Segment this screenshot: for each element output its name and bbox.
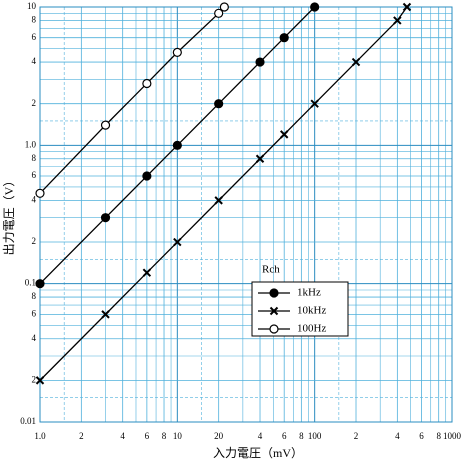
y-tick-label: 10	[27, 1, 37, 11]
y-tick-label: 4	[32, 333, 37, 343]
x-tick-label: 1.0	[34, 431, 46, 441]
y-tick-label: 0.01	[20, 416, 36, 426]
series-line	[39, 6, 316, 285]
y-tick-label: 2	[32, 98, 37, 108]
legend-title: Rch	[262, 264, 280, 276]
x-tick-label: 10	[173, 431, 183, 441]
y-tick-label: 1.0	[25, 139, 37, 149]
x-tick-label: 1000	[443, 431, 462, 441]
data-point	[310, 99, 319, 108]
legend-label: 100Hz	[297, 323, 326, 335]
data-point	[393, 16, 402, 25]
y-tick-label: 6	[32, 308, 37, 318]
x-tick-label: 2	[354, 431, 359, 441]
y-tick-label: 2	[32, 236, 37, 246]
data-point	[351, 57, 361, 67]
legend-box	[251, 281, 349, 337]
data-point	[214, 8, 224, 18]
data-point	[214, 196, 223, 205]
data-point	[172, 47, 182, 57]
legend-marker	[269, 324, 279, 334]
series-line	[39, 6, 408, 381]
y-tick-label: 6	[32, 170, 37, 180]
data-point	[279, 130, 289, 139]
data-point	[219, 2, 229, 12]
x-tick-label: 20	[214, 431, 224, 441]
data-point	[172, 140, 182, 150]
y-tick-label: 4	[32, 194, 37, 204]
y-tick-label: 4	[32, 56, 37, 66]
data-point	[279, 33, 289, 43]
x-tick-label: 2	[79, 431, 84, 441]
data-point	[101, 310, 110, 319]
data-point	[142, 78, 152, 89]
data-point	[100, 120, 111, 130]
legend-label: 1kHz	[297, 287, 321, 299]
data-point	[173, 237, 182, 247]
data-point	[310, 2, 320, 12]
data-point	[402, 2, 412, 12]
plot-frame	[39, 6, 453, 423]
x-tick-label: 100	[308, 431, 322, 441]
y-tick-label: 6	[32, 32, 37, 42]
data-point	[255, 154, 265, 163]
y-tick-label: 8	[32, 14, 37, 24]
legend-marker	[269, 306, 279, 316]
legend-label: 10kHz	[297, 305, 326, 317]
y-tick-label: 0.1	[25, 278, 36, 288]
x-tick-label: 6	[282, 431, 287, 441]
x-tick-label: 4	[258, 431, 263, 441]
legend-marker	[269, 288, 279, 298]
y-tick-label: 8	[32, 291, 37, 301]
x-tick-label: 6	[145, 431, 150, 441]
data-point	[35, 376, 45, 385]
series-line	[39, 6, 225, 194]
x-tick-label: 4	[395, 431, 400, 441]
y-tick-label: 2	[32, 374, 37, 384]
data-point	[100, 213, 111, 223]
y-tick-label: 8	[32, 153, 37, 163]
data-point	[142, 268, 152, 277]
data-point	[35, 188, 45, 198]
x-tick-label: 8	[162, 431, 167, 441]
x-tick-label: 6	[419, 431, 424, 441]
y-axis-label: 出力電圧（V）	[2, 175, 16, 256]
data-point	[214, 99, 224, 109]
data-point	[255, 57, 265, 67]
data-point	[35, 279, 45, 289]
x-axis-label: 入力電圧（mV）	[213, 446, 303, 460]
x-tick-label: 8	[436, 431, 441, 441]
data-point	[142, 171, 152, 181]
x-tick-label: 4	[120, 431, 125, 441]
x-tick-label: 8	[299, 431, 304, 441]
